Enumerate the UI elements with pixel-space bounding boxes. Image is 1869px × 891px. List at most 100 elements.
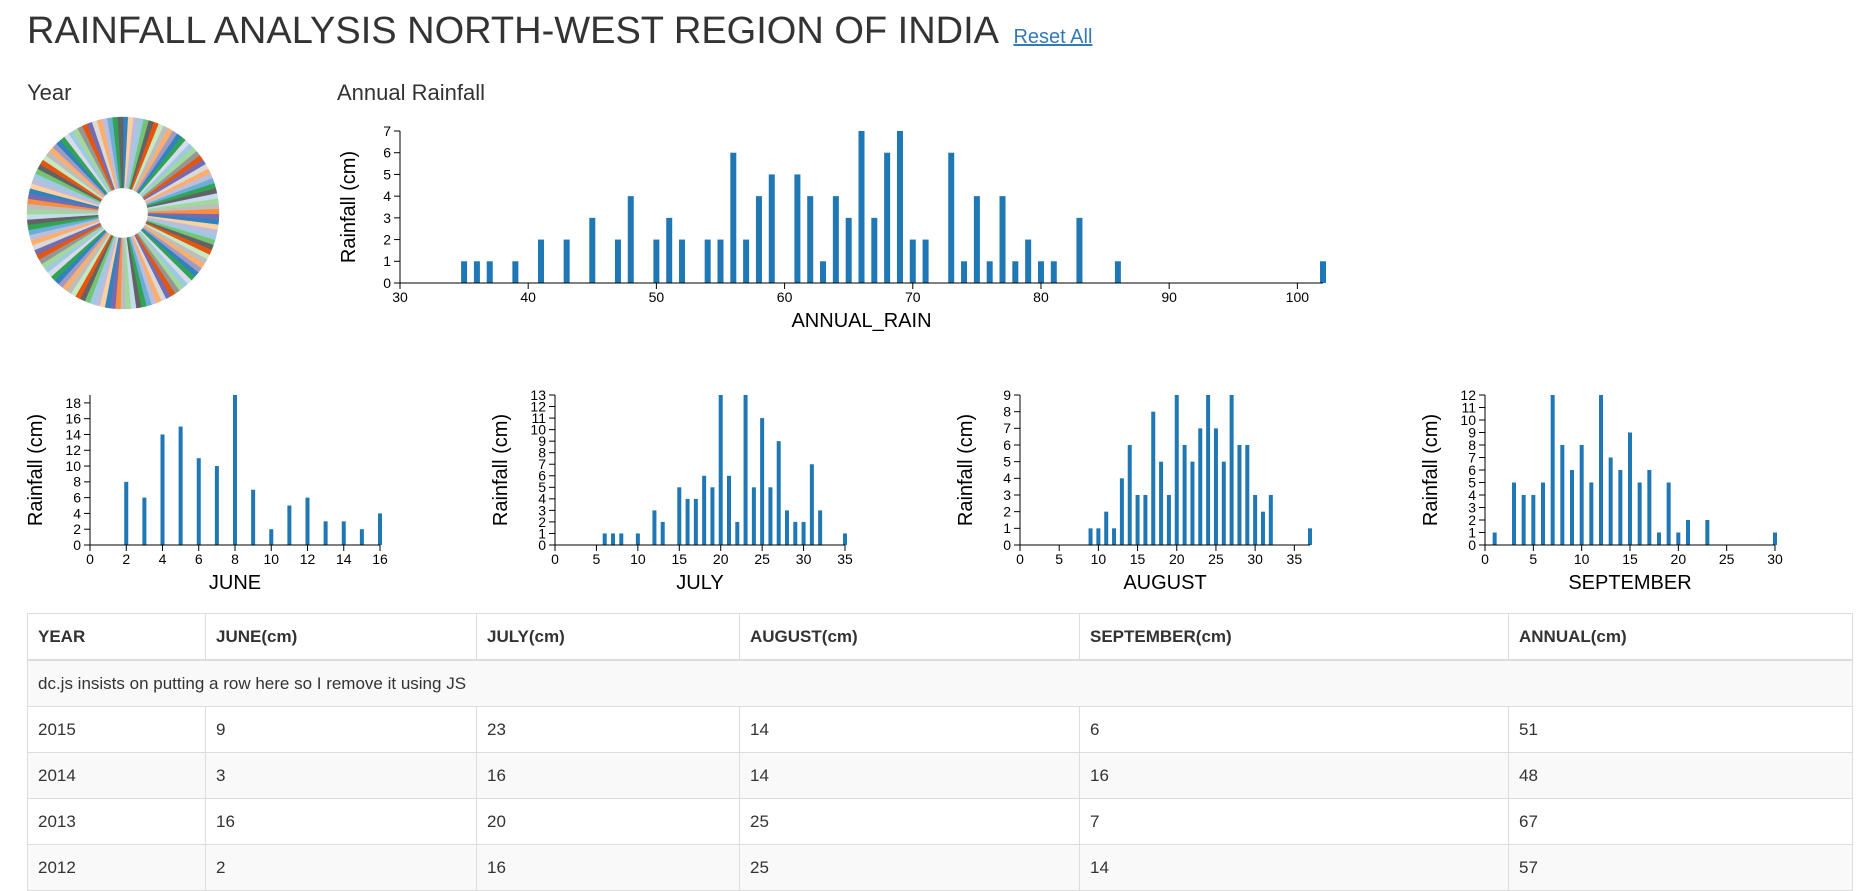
- bar[interactable]: [1112, 528, 1117, 545]
- bar[interactable]: [1541, 482, 1545, 546]
- reset-all-link[interactable]: Reset All: [1013, 26, 1093, 48]
- bar[interactable]: [305, 497, 310, 545]
- bar[interactable]: [142, 497, 147, 545]
- bar[interactable]: [1657, 532, 1661, 546]
- bar[interactable]: [1127, 445, 1132, 545]
- bar[interactable]: [1308, 528, 1312, 545]
- bar[interactable]: [1245, 445, 1250, 545]
- bar[interactable]: [359, 529, 364, 545]
- bar[interactable]: [1618, 470, 1623, 545]
- bar[interactable]: [611, 533, 615, 545]
- col-header-august[interactable]: AUGUST(cm): [739, 613, 1080, 661]
- col-header-annual[interactable]: ANNUAL(cm): [1508, 613, 1853, 661]
- bar[interactable]: [973, 196, 980, 283]
- bar[interactable]: [693, 498, 698, 545]
- september-bar-chart[interactable]: 0 5 10 15 20 25 300123456789101112SEPTEMBERRai…: [1415, 385, 1815, 600]
- bar[interactable]: [818, 510, 823, 545]
- bar[interactable]: [820, 261, 827, 283]
- bar[interactable]: [768, 487, 773, 545]
- bar[interactable]: [1268, 495, 1273, 545]
- bar[interactable]: [1589, 482, 1594, 546]
- bar[interactable]: [1521, 495, 1526, 545]
- bar[interactable]: [473, 261, 480, 283]
- bar[interactable]: [845, 217, 852, 283]
- col-header-july[interactable]: JULY(cm): [476, 613, 740, 661]
- bar[interactable]: [793, 521, 798, 545]
- bar[interactable]: [1237, 445, 1242, 545]
- annual-rainfall-bar-chart[interactable]: 30 40 50 60 70 80 90 100 0 1 2 3 4 5 6 7 ANNUAL_RAIN Rain…: [330, 120, 1350, 340]
- bar[interactable]: [743, 239, 750, 283]
- bar[interactable]: [1088, 528, 1093, 545]
- bar[interactable]: [961, 261, 968, 283]
- bar[interactable]: [760, 418, 765, 545]
- col-header-september[interactable]: SEPTEMBER(cm): [1079, 613, 1509, 661]
- bar[interactable]: [486, 261, 493, 283]
- bar[interactable]: [1686, 520, 1690, 545]
- bar[interactable]: [124, 481, 129, 545]
- bar[interactable]: [1647, 470, 1652, 545]
- pie-slice[interactable]: [117, 116, 124, 189]
- bar[interactable]: [1550, 395, 1555, 545]
- bar[interactable]: [652, 510, 657, 545]
- bar[interactable]: [1198, 428, 1203, 545]
- bar[interactable]: [1608, 457, 1613, 546]
- bar[interactable]: [1206, 395, 1211, 545]
- bar[interactable]: [702, 475, 707, 545]
- bar[interactable]: [1037, 261, 1044, 283]
- bar[interactable]: [922, 239, 929, 283]
- bar[interactable]: [1599, 395, 1603, 545]
- bar[interactable]: [1221, 461, 1226, 545]
- bar[interactable]: [666, 217, 673, 283]
- bar[interactable]: [785, 510, 789, 545]
- bar[interactable]: [1531, 495, 1536, 545]
- bar[interactable]: [1174, 395, 1179, 545]
- bar[interactable]: [1166, 495, 1171, 545]
- bar[interactable]: [1773, 532, 1777, 546]
- bar[interactable]: [627, 196, 634, 283]
- bar[interactable]: [884, 152, 891, 283]
- bar[interactable]: [1570, 470, 1574, 545]
- bar[interactable]: [269, 529, 274, 545]
- bar[interactable]: [214, 466, 219, 545]
- bar[interactable]: [776, 441, 781, 545]
- bar[interactable]: [1104, 511, 1109, 545]
- bar[interactable]: [801, 521, 806, 545]
- bar[interactable]: [730, 152, 737, 283]
- bar[interactable]: [871, 217, 878, 283]
- bar[interactable]: [1159, 461, 1164, 545]
- july-bar-chart[interactable]: 0 5 10 15 20 25 30 35012345678910111213JULYRain…: [485, 385, 885, 600]
- bar[interactable]: [832, 196, 839, 283]
- year-pie-chart[interactable]: [26, 116, 220, 310]
- bar[interactable]: [1628, 432, 1632, 546]
- bar[interactable]: [1050, 261, 1057, 283]
- bar[interactable]: [287, 505, 292, 545]
- bar[interactable]: [768, 174, 775, 283]
- bar[interactable]: [563, 239, 570, 283]
- bar[interactable]: [807, 196, 814, 283]
- bar[interactable]: [1637, 482, 1642, 546]
- bar[interactable]: [1560, 445, 1565, 545]
- bar[interactable]: [1025, 239, 1032, 283]
- bar[interactable]: [178, 426, 183, 545]
- col-header-june[interactable]: JUNE(cm): [205, 613, 477, 661]
- bar[interactable]: [1229, 395, 1234, 545]
- bar[interactable]: [794, 174, 801, 283]
- bar[interactable]: [858, 131, 865, 283]
- bar[interactable]: [909, 239, 916, 283]
- bar[interactable]: [685, 498, 690, 545]
- bar[interactable]: [160, 434, 165, 545]
- bar[interactable]: [512, 261, 519, 283]
- bar[interactable]: [1320, 261, 1326, 283]
- bar[interactable]: [323, 521, 328, 545]
- col-header-year[interactable]: YEAR: [27, 613, 206, 661]
- bar[interactable]: [717, 239, 724, 283]
- bar[interactable]: [1213, 428, 1218, 545]
- bar[interactable]: [743, 395, 748, 545]
- bar[interactable]: [1182, 445, 1187, 545]
- bar[interactable]: [1579, 445, 1584, 545]
- bar[interactable]: [727, 475, 731, 545]
- bar[interactable]: [251, 489, 256, 545]
- bar[interactable]: [1705, 520, 1710, 545]
- bar[interactable]: [704, 239, 711, 283]
